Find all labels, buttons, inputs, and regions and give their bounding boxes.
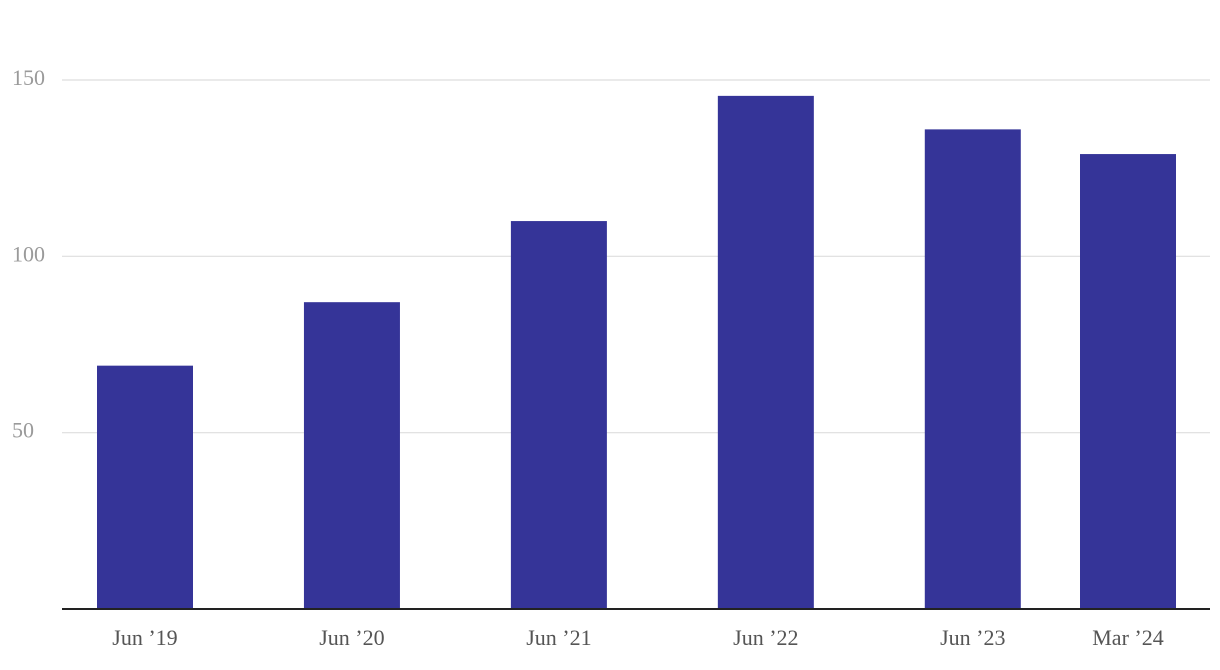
bar (1080, 154, 1176, 609)
bar (717, 95, 814, 610)
x-tick-label: Mar ’24 (1092, 625, 1163, 650)
y-tick-label: 50 (12, 418, 34, 443)
bar (510, 221, 607, 610)
x-tick-label: Jun ’23 (940, 625, 1005, 650)
x-tick-label: Jun ’19 (112, 625, 177, 650)
bar (303, 302, 400, 609)
x-tick-label: Jun ’20 (319, 625, 384, 650)
y-tick-label: 100 (12, 241, 45, 266)
x-tick-label: Jun ’22 (733, 625, 798, 650)
bar (97, 365, 193, 609)
y-tick-label: 150 (12, 65, 45, 90)
x-tick-label: Jun ’21 (526, 625, 591, 650)
bar (924, 129, 1021, 609)
